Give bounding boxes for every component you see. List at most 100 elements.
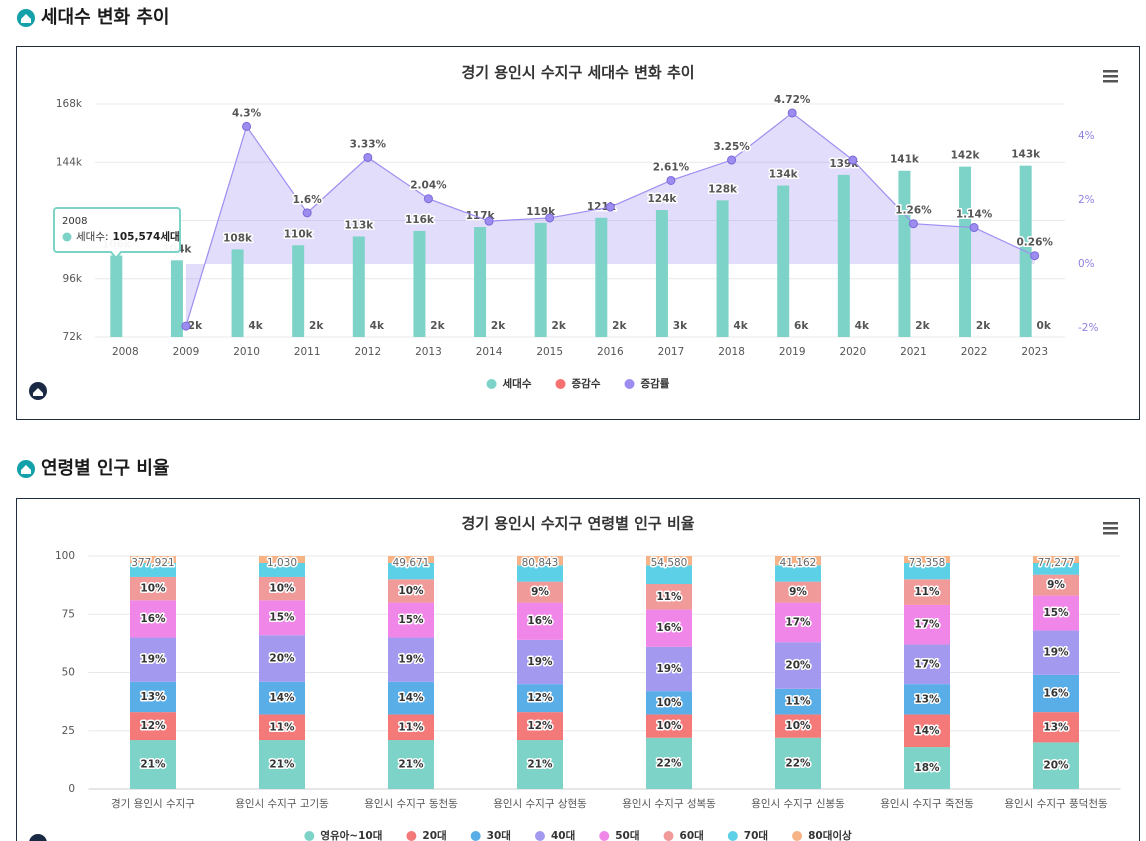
bar [170, 260, 183, 337]
data-label: 108k [223, 232, 253, 244]
legend-label: 50대 [615, 829, 639, 841]
data-label: 22% [656, 757, 682, 769]
x-tick-label: 2018 [718, 346, 745, 358]
bar-segment [517, 602, 563, 640]
point [666, 175, 676, 185]
bar-segment [904, 604, 950, 645]
data-label: 17% [914, 619, 940, 631]
bar-segment [1033, 712, 1079, 743]
point [242, 121, 252, 131]
data-label: 19% [656, 663, 682, 675]
bar-segment [646, 556, 692, 566]
data-label: 0.26% [1016, 237, 1053, 249]
data-label: 116k [405, 214, 435, 226]
data-label: 4.3% [232, 107, 262, 119]
data-label: 19% [1043, 647, 1069, 659]
point [363, 152, 373, 162]
data-label: 15% [269, 612, 295, 624]
bar-segment [646, 583, 692, 610]
bar-segment [388, 740, 434, 789]
data-label: 12% [527, 692, 553, 704]
y-tick-label: 75 [62, 608, 75, 620]
data-label: 9% [531, 586, 549, 598]
x-tick-label: 용인시 수지구 성복동 [622, 798, 716, 810]
bar [352, 236, 365, 337]
bar [959, 166, 972, 337]
data-label: 134k [769, 169, 799, 181]
bar-segment [1033, 595, 1079, 631]
section-icon [17, 460, 35, 478]
data-label: 14% [398, 692, 424, 704]
data-label: 17% [785, 616, 811, 628]
total-label: 77,277 [1038, 557, 1075, 569]
bar-segment [775, 556, 821, 566]
bar-segment [517, 684, 563, 713]
point [545, 213, 555, 223]
point [302, 208, 312, 218]
legend-swatch [727, 831, 738, 841]
legend-label: 증감수 [572, 378, 601, 390]
x-tick-label: 2009 [173, 346, 200, 358]
bar-segment [517, 556, 563, 566]
legend-label: 80대이상 [808, 829, 852, 841]
data-label: 11% [914, 586, 940, 598]
point [727, 155, 737, 165]
bar-segment [1033, 674, 1079, 713]
bar-segment [130, 600, 176, 638]
bar [777, 185, 790, 337]
chart-box [16, 46, 1140, 420]
menu-button[interactable] [1103, 70, 1118, 83]
bar-segment [775, 688, 821, 715]
legend-swatch [555, 379, 566, 389]
data-label: 1.26% [895, 205, 932, 217]
menu-button[interactable] [1103, 522, 1118, 535]
legend-label: 영유아~10대 [320, 829, 382, 841]
legend-label: 30대 [487, 829, 511, 841]
tooltip-value: 105,574세대 [113, 230, 180, 243]
bar-segment [775, 642, 821, 689]
bar [534, 222, 547, 337]
bar-segment [388, 556, 434, 563]
bar [837, 174, 850, 337]
legend-label: 40대 [551, 829, 575, 841]
bar-segment [904, 562, 950, 580]
legend-swatch [792, 831, 803, 841]
section-title: 세대수 변화 추이 [41, 7, 169, 28]
bar-segment [517, 565, 563, 582]
data-label: 9% [1047, 579, 1065, 591]
data-label: 11% [269, 721, 295, 733]
bar-segment [646, 737, 692, 789]
point [787, 108, 797, 118]
bar-segment [517, 740, 563, 789]
bar-segment [259, 556, 305, 563]
x-tick-label: 용인시 수지구 동천동 [364, 798, 458, 810]
bar-segment [388, 681, 434, 715]
bar-segment [388, 714, 434, 741]
tooltip: 2008 세대수: 105,574세대 [53, 207, 181, 260]
x-tick-label: 2012 [354, 346, 381, 358]
x-tick-label: 2023 [1021, 346, 1048, 358]
data-label: 2k [188, 320, 203, 332]
point [423, 194, 433, 204]
x-tick-label: 2008 [112, 346, 139, 358]
chart-title: 경기 용인시 수지구 세대수 변화 추이 [461, 64, 694, 82]
bar-segment [130, 712, 176, 741]
bar-segment [259, 740, 305, 789]
data-label: 16% [140, 613, 166, 625]
data-label: 21% [527, 759, 553, 771]
bar-segment [130, 681, 176, 713]
data-label: 18% [914, 762, 940, 774]
point [908, 219, 918, 229]
x-tick-label: 2019 [779, 346, 806, 358]
tooltip-box [53, 207, 181, 260]
bar-segment [646, 646, 692, 692]
data-label: 124k [647, 193, 677, 205]
data-label: 20% [269, 653, 295, 665]
data-label: 16% [1043, 687, 1069, 699]
data-label: 11% [398, 721, 424, 733]
bar [716, 200, 729, 337]
bar-segment [259, 681, 305, 715]
section-title: 연령별 인구 비율 [41, 458, 169, 479]
x-tick-label: 용인시 수지구 신봉동 [751, 798, 845, 810]
bar-segment [130, 576, 176, 601]
